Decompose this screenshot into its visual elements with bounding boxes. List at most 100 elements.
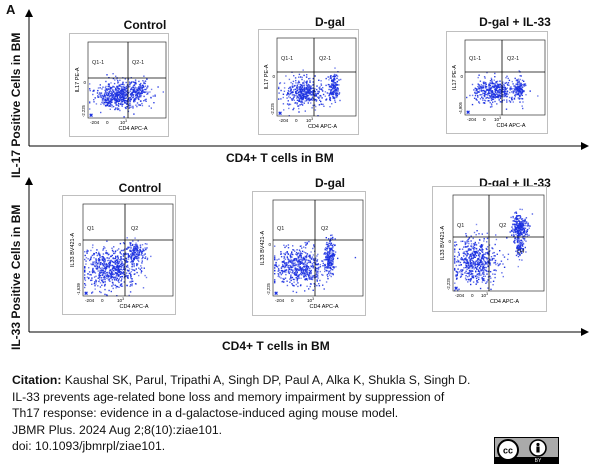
x-tick-label: -204 (279, 118, 289, 123)
x-tick-label: -204 (85, 298, 95, 303)
plot-axes-box (464, 39, 546, 116)
x-tick-label: 103 (481, 292, 488, 298)
plot-title-1: Control (123, 18, 167, 32)
plot-axes-box (276, 37, 357, 117)
y-tick-label: -2,225 (446, 277, 451, 290)
quadrant-label: Q1-1 (281, 56, 293, 62)
y-tick-label: -1,639 (76, 282, 81, 295)
plot-title-4: Control (118, 181, 162, 195)
panel-letter: A (6, 2, 16, 17)
quadrant-label: Q2-1 (507, 56, 519, 62)
event-dots (84, 237, 152, 297)
plot-title-3: D-gal + IL-33 (479, 15, 551, 29)
axis-origin-marker: ✖ (274, 291, 278, 297)
quadrant-label: Q2 (131, 226, 138, 232)
y-tick-label: 0 (78, 242, 81, 247)
x-tick-label: 103 (307, 297, 314, 303)
x-axis-title: CD4 APC-A (119, 304, 148, 310)
axis-origin-marker: ✖ (454, 286, 458, 292)
quadrant-label: Q1-1 (92, 60, 104, 66)
y-tick-label: 0 (460, 74, 463, 79)
axis-origin-marker: ✖ (84, 291, 88, 297)
axis-arrows (25, 9, 589, 336)
flow-plot-3: Q1-1 Q2-1 IL17 PE-A 0 -4,905 -204 0 103 CD4 APC-… (446, 31, 548, 134)
citation-block: Citation: Kaushal SK, Parul, Tripathi A,… (12, 372, 572, 455)
plot-axes-box (87, 41, 167, 119)
x-axis-title: CD4 APC-A (309, 304, 338, 310)
quadrant-label: Q2-1 (319, 56, 331, 62)
x-tick-label: 103 (117, 297, 124, 303)
quadrant-label: Q1 (277, 226, 284, 232)
y-tick-label: 0 (268, 242, 271, 247)
y-tick-label: 0 (83, 80, 86, 85)
quadrant-label: Q1-1 (469, 56, 481, 62)
x-tick-label: 0 (483, 117, 486, 122)
plot-title-2: D-gal (315, 15, 345, 29)
plot-axes-box (452, 194, 545, 292)
flow-plot-6: Q1 Q2 Q4 IL33 BV421-A 0 -2,225 -204 0 103 CD4 APC… (432, 186, 547, 312)
event-dots (466, 70, 539, 110)
plot-axes-box (82, 203, 174, 297)
citation-line-4: JBMR Plus. 2024 Aug 2;8(10):ziae101. (12, 422, 223, 437)
y-axis-title: IL17 PE-A (264, 64, 270, 89)
y-tick-label: -2.225 (270, 102, 275, 115)
quadrant-label: Q1 (87, 226, 94, 232)
event-dots (278, 67, 342, 117)
citation-label: Citation: (12, 373, 62, 387)
y-tick-label: -2,225 (266, 282, 271, 295)
quadrant-label: Q2 (321, 226, 328, 232)
x-tick-label: 0 (291, 298, 294, 303)
x-tick-label: 0 (106, 120, 109, 125)
x-axis-title: CD4 APC-A (490, 299, 519, 305)
quadrant-label: Q4 (517, 249, 524, 255)
y-tick-label: 0 (272, 74, 275, 79)
flow-plot-5: Q1 Q2 IL33 BV421-A 0 -2,225 -204 0 103 CD4 APC-A… (252, 191, 366, 316)
x-tick-label: -204 (467, 117, 477, 122)
y-axis-title: IL33 BV421-A (440, 226, 446, 261)
citation-line-5: doi: 10.1093/jbmrpl/ziae101. (12, 439, 166, 454)
flow-plot-4: Q1 Q2 IL33 BV421-A 0 -1,639 -204 0 103 CD4 APC-A… (62, 195, 176, 315)
x-tick-label: -204 (275, 298, 285, 303)
flow-plot-1: Q1-1 Q2-1 IL17 PE-A 0 -2.225 -204 0 103 CD4 APC-… (69, 33, 169, 137)
x-axis-title: CD4 APC-A (496, 123, 525, 129)
axis-origin-marker: ✖ (89, 113, 93, 119)
event-dots (89, 73, 164, 118)
y-tick-label: -2.225 (81, 104, 86, 117)
row1-x-axis-label: CD4+ T cells in BM (226, 151, 334, 165)
event-dots (274, 234, 357, 294)
by-text: BY (535, 458, 542, 463)
x-axis-title: CD4 APC-A (118, 126, 147, 132)
x-tick-label: 0 (471, 293, 474, 298)
x-tick-label: 0 (295, 118, 298, 123)
x-axis-title: CD4 APC-A (308, 124, 337, 130)
x-tick-label: -204 (455, 293, 465, 298)
x-tick-label: 103 (120, 119, 127, 125)
flow-plot-2: Q1-1 Q2-1 IL17 PE-A 0 -2.225 -204 0 103 CD4 APC-… (258, 29, 359, 135)
cc-by-icon: cc BY (495, 438, 558, 464)
y-axis-title: IL33 BV421-A (260, 231, 266, 266)
row2-x-axis-label: CD4+ T cells in BM (222, 339, 330, 353)
axis-origin-marker: ✖ (278, 111, 282, 117)
y-axis-title: IL33 BV421-A (70, 233, 76, 268)
cc-by-license-badge: cc BY (494, 437, 559, 464)
x-tick-label: 0 (101, 298, 104, 303)
y-tick-label: -4,905 (458, 101, 463, 114)
x-tick-label: 103 (494, 116, 501, 122)
citation-line-1: Kaushal SK, Parul, Tripathi A, Singh DP,… (61, 373, 471, 387)
cc-text: cc (503, 446, 513, 456)
x-tick-label: -204 (90, 120, 100, 125)
citation-line-2: IL-33 prevents age-related bone loss and… (12, 389, 445, 404)
y-axis-title: IL17 PE-A (452, 65, 458, 90)
event-dots (454, 208, 534, 292)
citation-line-3: Th17 response: evidence in a d-galactose… (12, 406, 399, 421)
x-tick-label: 103 (306, 117, 313, 123)
quadrant-label: Q2-1 (132, 60, 144, 66)
plot-axes-box (272, 199, 364, 297)
y-axis-title: IL17 PE-A (75, 67, 81, 92)
